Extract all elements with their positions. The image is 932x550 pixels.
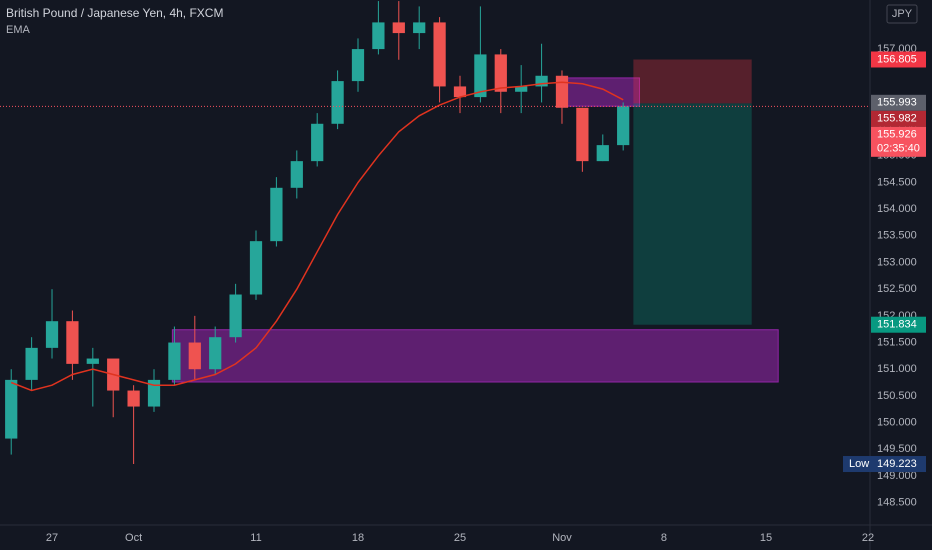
- candle-body: [168, 342, 181, 380]
- x-tick-label: 27: [46, 532, 58, 544]
- y-tick-label: 149.500: [877, 443, 917, 455]
- stop-label: 156.805: [877, 53, 917, 65]
- candle-body: [433, 22, 446, 87]
- indicator-label: EMA: [6, 24, 31, 36]
- x-tick-label: 11: [250, 532, 261, 544]
- candle-body: [249, 241, 263, 295]
- low-value: 149.223: [877, 458, 917, 470]
- candle-body: [331, 81, 344, 124]
- candle-body: [351, 49, 365, 82]
- candles: [5, 1, 630, 465]
- candle-body: [127, 390, 140, 407]
- y-tick-label: 150.000: [877, 416, 917, 428]
- candle-body: [209, 337, 222, 370]
- x-tick-label: Oct: [125, 532, 142, 544]
- candle-body: [270, 187, 283, 242]
- x-tick-label: 15: [760, 532, 772, 544]
- zone: [561, 77, 640, 107]
- low-label: Low: [849, 458, 869, 470]
- overlays: [0, 81, 870, 392]
- marker-label-box: [871, 94, 926, 111]
- candle-body: [5, 379, 18, 439]
- last-price-label: 155.926: [877, 129, 917, 141]
- candle-body: [413, 22, 426, 34]
- target-zone: [633, 103, 752, 325]
- candle-body: [474, 54, 487, 98]
- x-tick-label: Nov: [552, 532, 572, 544]
- y-tick-label: 151.500: [877, 336, 917, 348]
- stop-zone: [633, 59, 752, 104]
- y-tick-label: 149.000: [877, 470, 917, 482]
- x-tick-label: 22: [862, 532, 874, 544]
- currency-box[interactable]: [886, 4, 918, 24]
- candle-body: [229, 294, 242, 338]
- entry-label: 155.982: [877, 113, 917, 125]
- candle-body: [290, 161, 303, 188]
- y-tick-label: 150.500: [877, 390, 917, 402]
- target-label-box: [871, 316, 926, 333]
- x-tick-label: 25: [454, 532, 466, 544]
- y-tick-label: 151.000: [877, 363, 917, 375]
- entry-label-box: [871, 110, 926, 127]
- candle-body: [555, 75, 569, 108]
- candle-body: [311, 123, 324, 162]
- candle-body: [25, 347, 38, 380]
- marker-label: 155.993: [877, 97, 917, 109]
- last-price-label-box: [871, 126, 926, 157]
- target-label: 151.834: [877, 319, 917, 331]
- candle-body: [372, 22, 385, 50]
- candle-body: [617, 106, 630, 146]
- y-tick-label: 154.500: [877, 176, 917, 188]
- y-tick-label: 148.500: [877, 496, 917, 508]
- candle-body: [494, 54, 507, 92]
- currency-label[interactable]: JPY: [892, 8, 913, 20]
- y-tick-label: 154.000: [877, 203, 917, 215]
- y-tick-label: 153.500: [877, 230, 917, 242]
- candle-body: [66, 321, 79, 364]
- candle-body: [596, 145, 609, 162]
- candle-body: [188, 342, 201, 370]
- x-tick-label: 8: [661, 532, 667, 544]
- candle-body: [535, 75, 548, 87]
- candle-body: [392, 22, 405, 34]
- candle-body: [576, 107, 589, 162]
- candle-body: [45, 321, 59, 348]
- candle-body: [515, 86, 528, 92]
- candle-body: [86, 358, 99, 364]
- y-tick-label: 152.500: [877, 283, 917, 295]
- ema-line: [10, 81, 624, 392]
- candle-body: [453, 86, 467, 98]
- candle-body: [147, 379, 161, 407]
- y-tick-label: 153.000: [877, 256, 917, 268]
- chart-title: British Pound / Japanese Yen, 4h, FXCM: [6, 6, 223, 20]
- countdown-label: 02:35:40: [877, 143, 920, 155]
- stop-label-box: [871, 51, 926, 68]
- x-tick-label: 18: [352, 532, 364, 544]
- low-label-box: [843, 456, 926, 473]
